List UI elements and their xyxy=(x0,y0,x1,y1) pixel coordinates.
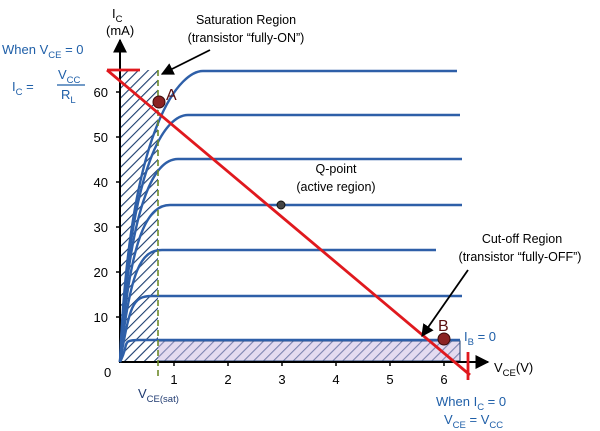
when-vce-zero-label: When VCE = 0 xyxy=(2,42,84,61)
saturation-title: Saturation Region xyxy=(196,13,296,27)
cutoff-arrow xyxy=(421,269,469,338)
q-point-marker xyxy=(276,200,286,210)
characteristic-curves xyxy=(118,69,462,363)
when-ic-zero-label: When IC = 0 xyxy=(436,394,506,413)
y-axis-title: IC xyxy=(112,6,123,25)
x-tick-label: 3 xyxy=(278,372,285,387)
x-tick-label: 2 xyxy=(224,372,231,387)
point-b-label: B xyxy=(438,318,449,335)
vce-equals-vcc-label: VCE = VCC xyxy=(444,412,503,431)
x-tick-label: 5 xyxy=(386,372,393,387)
ib-zero-label: IB = 0 xyxy=(464,329,496,348)
y-tick-label: 20 xyxy=(94,265,108,280)
origin-label: 0 xyxy=(104,365,111,380)
load-line xyxy=(106,68,471,377)
characteristic-curve xyxy=(118,338,460,363)
x-tick-label: 6 xyxy=(440,372,447,387)
characteristic-curve xyxy=(118,248,436,363)
saturation-arrow xyxy=(160,49,211,75)
ic-equation-denominator: RL xyxy=(61,87,76,106)
x-ticks: 1 2 3 4 5 6 xyxy=(170,362,448,387)
ic-equation-lhs: IC = xyxy=(12,79,34,98)
x-tick-label: 4 xyxy=(332,372,339,387)
y-tick-label: 50 xyxy=(94,130,108,145)
characteristic-curve xyxy=(118,157,462,363)
x-tick-label: 1 xyxy=(170,372,177,387)
y-ticks: 10 20 30 40 50 60 xyxy=(94,85,120,325)
cutoff-title: Cut-off Region xyxy=(482,232,562,246)
y-tick-label: 10 xyxy=(94,310,108,325)
y-axis-unit: (mA) xyxy=(106,23,134,38)
point-a-label: A xyxy=(166,87,177,104)
y-tick-label: 30 xyxy=(94,220,108,235)
saturation-subtitle: (transistor “fully-ON”) xyxy=(188,31,305,45)
characteristic-curve xyxy=(118,203,462,363)
cutoff-subtitle: (transistor “fully-OFF”) xyxy=(459,250,582,264)
ic-equation-numerator: VCC xyxy=(58,67,81,86)
characteristic-curve xyxy=(118,294,462,363)
x-axis-title: VCE(V) xyxy=(494,360,533,379)
vce-sat-label: VCE(sat) xyxy=(138,386,179,405)
y-tick-label: 40 xyxy=(94,175,108,190)
point-b-marker xyxy=(437,332,451,346)
y-tick-label: 60 xyxy=(94,85,108,100)
q-point-title: Q-point xyxy=(316,162,358,176)
cutoff-region-hatch xyxy=(120,341,460,361)
point-a-marker xyxy=(152,95,166,109)
q-point-subtitle: (active region) xyxy=(296,180,375,194)
